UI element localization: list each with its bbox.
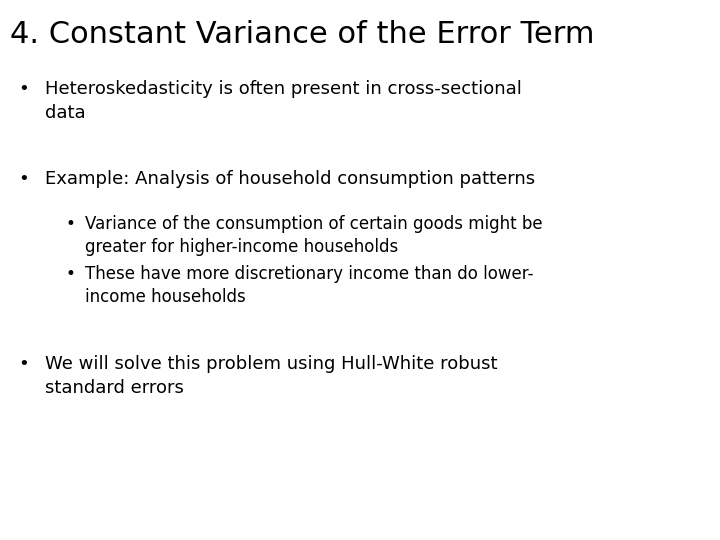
Text: Variance of the consumption of certain goods might be
greater for higher-income : Variance of the consumption of certain g… — [85, 215, 543, 256]
Text: •: • — [65, 215, 75, 233]
Text: These have more discretionary income than do lower-
income households: These have more discretionary income tha… — [85, 265, 534, 306]
Text: 4. Constant Variance of the Error Term: 4. Constant Variance of the Error Term — [10, 20, 595, 49]
Text: Heteroskedasticity is often present in cross-sectional
data: Heteroskedasticity is often present in c… — [45, 80, 522, 122]
Text: •: • — [18, 80, 29, 98]
Text: •: • — [18, 355, 29, 373]
Text: Example: Analysis of household consumption patterns: Example: Analysis of household consumpti… — [45, 170, 535, 188]
Text: We will solve this problem using Hull-White robust
standard errors: We will solve this problem using Hull-Wh… — [45, 355, 498, 396]
Text: •: • — [65, 265, 75, 283]
Text: •: • — [18, 170, 29, 188]
